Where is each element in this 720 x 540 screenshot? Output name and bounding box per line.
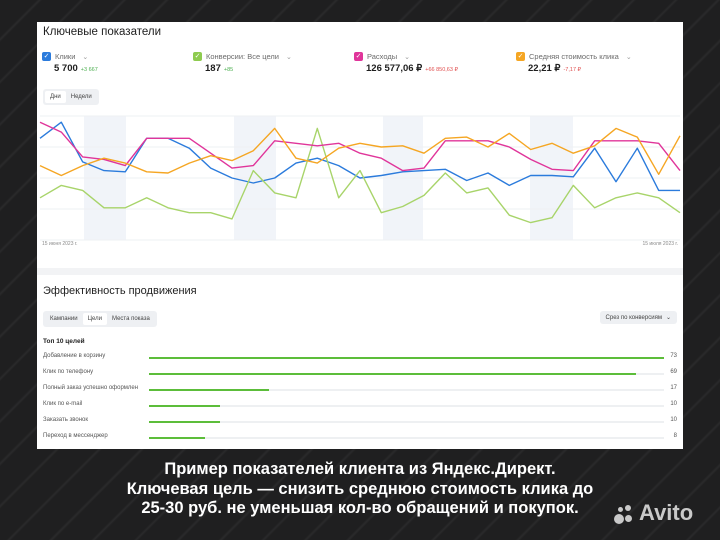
legend-label: Расходы: [367, 52, 398, 61]
series-line: [39, 121, 681, 172]
goal-value: 10: [670, 417, 677, 423]
metric-delta: +66 850,63 ₽: [425, 67, 458, 73]
metric-value: 187: [205, 63, 221, 74]
series-line: [39, 127, 681, 177]
efficiency-tab[interactable]: Места показа: [112, 316, 150, 322]
series-line: [39, 127, 681, 224]
line-chart: [39, 115, 681, 241]
slice-dropdown-label: Срез по конверсиям: [605, 314, 662, 321]
checkbox-checked-icon[interactable]: ✓: [42, 52, 51, 61]
goal-label: Полный заказ успешно оформлен: [43, 385, 139, 391]
goal-label: Переход в мессенджер: [43, 433, 108, 439]
period-tab[interactable]: Дни: [45, 91, 66, 103]
avito-watermark: Avito: [612, 500, 693, 526]
goal-bar-track: [149, 405, 664, 407]
goal-row: Полный заказ успешно оформлен 17: [43, 385, 677, 395]
chevron-down-icon[interactable]: ⌄: [285, 53, 292, 61]
efficiency-tab[interactable]: Кампании: [50, 316, 78, 322]
key-metrics-card: Ключевые показатели ✓ Клики ⌄ 5 700 +3 667 ✓ К…: [37, 22, 683, 268]
x-axis-start-label: 15 июня 2023 г.: [42, 241, 78, 247]
legend-label: Средняя стоимость клика: [529, 52, 619, 61]
top-goals-heading: Топ 10 целей: [43, 338, 85, 345]
metric-delta: +85: [223, 67, 234, 73]
efficiency-tab[interactable]: Цели: [82, 313, 107, 325]
legend-item[interactable]: ✓ Средняя стоимость клика ⌄ 22,21 ₽ -7,17 ₽: [516, 52, 632, 74]
goal-label: Добавление в корзину: [43, 353, 106, 359]
goal-bar-track: [149, 437, 664, 439]
avito-wordmark: Avito: [639, 500, 694, 525]
goal-bar-track: [149, 373, 664, 375]
efficiency-tabs: Кампании Цели Места показа: [43, 311, 157, 327]
legend-item[interactable]: ✓ Расходы ⌄ 126 577,06 ₽ +66 850,63 ₽: [354, 52, 458, 74]
goal-row: Переход в мессенджер 8: [43, 433, 677, 443]
caption-line-2: Ключевая цель — снизить среднюю стоимост…: [126, 479, 594, 498]
goal-bar-track: [149, 357, 664, 359]
goal-value: 69: [670, 369, 677, 375]
goal-bar: [149, 421, 220, 423]
goal-label: Клик по e-mail: [43, 401, 83, 407]
period-tab[interactable]: Недели: [70, 94, 92, 100]
metric-value: 5 700: [54, 63, 78, 74]
promotion-efficiency-card: Эффективность продвижения Кампании Цели Ме…: [37, 275, 683, 449]
chevron-down-icon[interactable]: ⌄: [82, 53, 89, 61]
goal-bar: [149, 405, 220, 407]
goal-bar-track: [149, 389, 664, 391]
legend-label: Конверсии: Все цели: [206, 52, 279, 61]
chevron-down-icon[interactable]: ⌄: [625, 53, 632, 61]
goal-value: 17: [670, 385, 677, 391]
goal-label: Клик по телефону: [43, 369, 94, 375]
promotion-efficiency-title: Эффективность продвижения: [43, 285, 197, 297]
avito-logo-icon: [612, 502, 636, 524]
goal-label: Заказать звонок: [43, 417, 88, 423]
checkbox-checked-icon[interactable]: ✓: [516, 52, 525, 61]
goal-value: 8: [673, 433, 677, 439]
caption-line-3: 25-30 руб. не уменьшая кол-во обращений …: [141, 499, 579, 517]
slice-dropdown[interactable]: Срез по конверсиям ⌄: [599, 311, 677, 324]
checkbox-checked-icon[interactable]: ✓: [354, 52, 363, 61]
goal-bar: [149, 373, 636, 375]
goal-bar: [149, 357, 664, 359]
goal-value: 73: [670, 353, 677, 359]
chevron-down-icon: ⌄: [665, 315, 671, 321]
period-toggle: Дни Недели: [43, 89, 99, 105]
caption: Пример показателей клиента из Яндекс.Дир…: [0, 460, 720, 519]
x-axis-end-label: 15 июля 2023 г.: [642, 241, 678, 247]
goal-value: 10: [670, 401, 677, 407]
goal-row: Клик по e-mail 10: [43, 401, 677, 411]
goal-row: Клик по телефону 69: [43, 369, 677, 379]
goal-bar: [149, 437, 206, 439]
metric-value: 126 577,06 ₽: [366, 63, 423, 74]
checkbox-checked-icon[interactable]: ✓: [193, 52, 202, 61]
goal-row: Заказать звонок 10: [43, 417, 677, 427]
legend-item[interactable]: ✓ Конверсии: Все цели ⌄ 187 +85: [193, 52, 292, 74]
goal-bar: [149, 389, 269, 391]
legend-item[interactable]: ✓ Клики ⌄ 5 700 +3 667: [42, 52, 98, 74]
legend-label: Клики: [55, 52, 76, 61]
metric-value: 22,21 ₽: [528, 63, 561, 74]
metric-delta: -7,17 ₽: [563, 67, 582, 73]
goal-row: Добавление в корзину 73: [43, 353, 677, 363]
chevron-down-icon[interactable]: ⌄: [404, 53, 410, 61]
dashboard-panel: Ключевые показатели ✓ Клики ⌄ 5 700 +3 667 ✓ К…: [37, 22, 683, 449]
goal-bar-track: [149, 421, 664, 423]
metric-delta: +3 667: [80, 67, 98, 73]
key-metrics-title: Ключевые показатели: [43, 26, 162, 38]
caption-line-1: Пример показателей клиента из Яндекс.Дир…: [164, 460, 556, 478]
